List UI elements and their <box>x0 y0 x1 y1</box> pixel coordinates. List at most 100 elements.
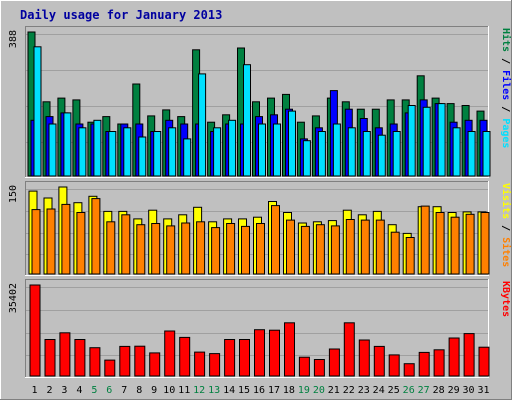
day-label-7: 7 <box>121 385 127 396</box>
day-label-12: 12 <box>193 385 205 396</box>
bar-sites-day-21 <box>330 225 340 275</box>
bar-sites-day-31 <box>480 212 490 275</box>
bar-sites-day-28 <box>435 212 445 275</box>
bar-pages-day-27 <box>422 106 431 177</box>
bar-kbytes-day-22 <box>343 322 355 377</box>
bar-pages-day-6 <box>108 131 117 177</box>
day-label-31: 31 <box>477 385 489 396</box>
bar-sites-day-8 <box>136 224 146 275</box>
bar-sites-day-15 <box>241 225 250 275</box>
day-label-22: 22 <box>343 385 355 396</box>
day-label-19: 19 <box>298 385 310 396</box>
bar-kbytes-day-18 <box>284 322 295 377</box>
bar-pages-day-18 <box>288 110 296 177</box>
bar-sites-day-13 <box>211 227 221 275</box>
bar-sites-day-1 <box>31 209 41 275</box>
day-label-6: 6 <box>106 385 112 396</box>
day-label-3: 3 <box>61 385 67 396</box>
bar-sites-day-24 <box>375 219 385 275</box>
bar-pages-day-29 <box>452 127 461 177</box>
bar-pages-day-1 <box>33 46 42 177</box>
bar-kbytes-day-29 <box>448 337 460 377</box>
bar-pages-day-9 <box>153 131 162 177</box>
bar-sites-day-26 <box>405 237 415 275</box>
panel-2-legend: KBytes <box>500 281 511 317</box>
bar-pages-day-12 <box>198 73 207 177</box>
bar-sites-day-17 <box>271 205 280 275</box>
bar-pages-day-2 <box>48 123 57 177</box>
bar-kbytes-day-12 <box>194 351 206 377</box>
day-label-23: 23 <box>358 385 370 396</box>
day-label-28: 28 <box>433 385 445 396</box>
bar-kbytes-day-5 <box>89 347 101 377</box>
bar-sites-day-7 <box>121 214 131 275</box>
bar-kbytes-day-1 <box>29 284 41 377</box>
panel-0-legend: Hits / Files / Pages <box>500 28 512 148</box>
bar-pages-day-13 <box>213 127 222 177</box>
legend-kbytes: KBytes <box>500 281 511 317</box>
bar-pages-day-31 <box>482 131 491 177</box>
day-label-16: 16 <box>253 385 265 396</box>
day-label-17: 17 <box>268 385 280 396</box>
bar-kbytes-day-6 <box>104 359 116 377</box>
bar-kbytes-day-10 <box>164 330 176 377</box>
day-label-21: 21 <box>328 385 340 396</box>
day-label-14: 14 <box>223 385 235 396</box>
bar-pages-day-3 <box>63 112 72 177</box>
bar-pages-day-4 <box>78 127 87 177</box>
bar-sites-day-23 <box>360 219 370 275</box>
day-label-18: 18 <box>283 385 295 396</box>
day-label-24: 24 <box>373 385 385 396</box>
bar-sites-day-5 <box>91 198 101 275</box>
bar-kbytes-day-11 <box>179 336 191 377</box>
bar-sites-day-16 <box>256 223 265 275</box>
bar-kbytes-day-20 <box>313 359 325 377</box>
bar-pages-day-10 <box>168 127 177 177</box>
legend-visits: Visits <box>500 183 512 219</box>
bar-pages-day-24 <box>377 134 386 177</box>
panel-1-max-label: 150 <box>8 185 19 203</box>
day-label-15: 15 <box>238 385 250 396</box>
bar-kbytes-day-26 <box>403 363 415 377</box>
day-label-4: 4 <box>76 385 82 396</box>
day-label-26: 26 <box>403 385 415 396</box>
day-label-30: 30 <box>462 385 474 396</box>
bar-kbytes-day-15 <box>239 339 250 377</box>
bar-kbytes-day-9 <box>149 352 161 377</box>
bar-kbytes-day-16 <box>254 329 265 377</box>
bar-sites-day-20 <box>315 224 325 275</box>
legend-separator: / <box>500 52 511 70</box>
bar-kbytes-day-24 <box>373 345 385 377</box>
bar-pages-day-25 <box>392 131 401 177</box>
bar-sites-day-11 <box>181 222 191 275</box>
bar-kbytes-day-27 <box>418 351 430 377</box>
bar-pages-day-22 <box>347 127 356 177</box>
bar-pages-day-28 <box>437 103 446 177</box>
bar-kbytes-day-3 <box>59 332 71 377</box>
legend-files: Files <box>500 70 512 100</box>
bar-pages-day-21 <box>332 123 341 177</box>
legend-pages: Pages <box>500 118 511 148</box>
day-label-8: 8 <box>136 385 142 396</box>
bar-sites-day-3 <box>61 203 71 275</box>
bar-pages-day-5 <box>93 119 102 177</box>
bar-pages-day-20 <box>317 131 326 177</box>
bar-kbytes-day-2 <box>44 339 56 377</box>
bar-sites-day-25 <box>390 231 400 275</box>
bar-sites-day-14 <box>226 223 236 275</box>
bar-kbytes-day-4 <box>74 339 86 377</box>
chart-title: Daily usage for January 2013 <box>20 8 222 22</box>
bar-kbytes-day-17 <box>269 329 280 377</box>
day-label-13: 13 <box>208 385 220 396</box>
bar-kbytes-day-31 <box>478 346 490 377</box>
bar-pages-day-14 <box>228 119 237 177</box>
bar-sites-day-30 <box>465 213 475 275</box>
bar-sites-day-9 <box>151 223 161 275</box>
bar-kbytes-day-7 <box>119 345 131 377</box>
legend-hits: Hits <box>500 28 512 52</box>
day-label-1: 1 <box>31 385 37 396</box>
bar-pages-day-15 <box>243 64 251 177</box>
day-label-10: 10 <box>163 385 175 396</box>
bar-sites-day-18 <box>286 219 295 275</box>
bar-kbytes-day-13 <box>209 353 221 377</box>
